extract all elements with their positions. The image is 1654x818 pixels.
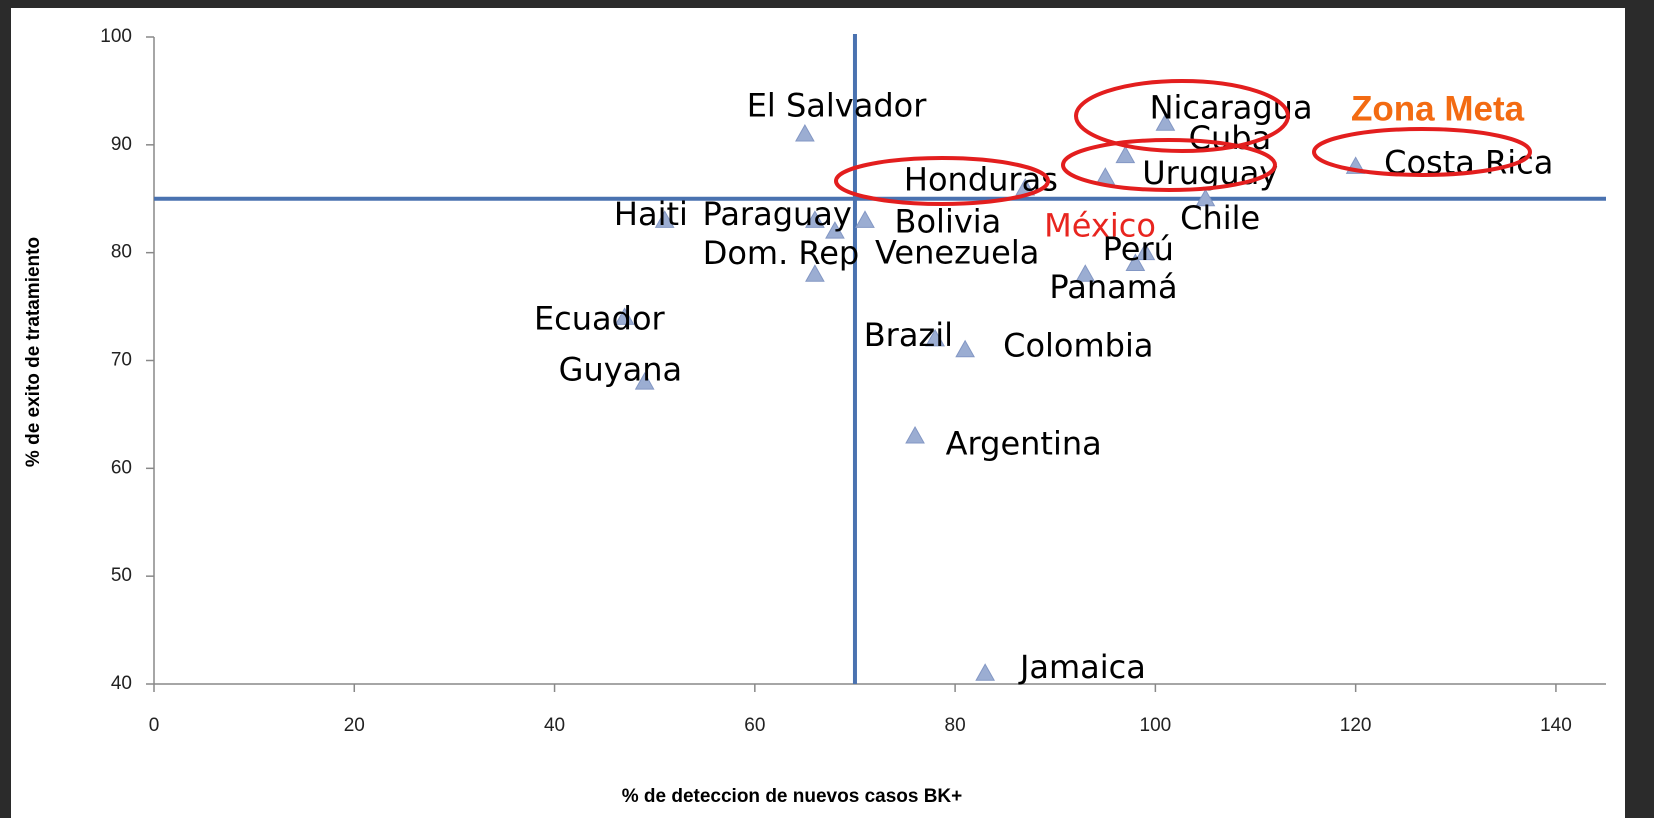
x-axis-label: % de deteccion de nuevos casos BK+ [622, 786, 963, 807]
marks: 40 50 60 70 80 90 100 0 20 40 60 80 100 120 140 El Salv… [100, 26, 1606, 736]
point-label: Venezuela [875, 233, 1039, 271]
x-tick-label: 100 [1140, 715, 1172, 736]
x-tick-label: 40 [544, 715, 565, 736]
x-tick-label: 80 [945, 715, 966, 736]
point-label: Jamaica [1018, 648, 1146, 686]
y-tick-label: 90 [111, 134, 132, 155]
point [855, 210, 875, 228]
point [795, 124, 815, 142]
plot-background [11, 8, 1625, 818]
point-label: Argentina [946, 424, 1102, 462]
point [1135, 242, 1156, 261]
point [805, 210, 825, 228]
point [1125, 253, 1146, 271]
point-label: Ecuador [534, 300, 666, 338]
y-tick-label: 70 [111, 350, 132, 371]
annotation: Zona Meta [1351, 89, 1525, 128]
x-tick-label: 20 [344, 715, 365, 736]
y-tick-label: 50 [111, 565, 132, 586]
highlight-ellipse [1061, 138, 1277, 192]
point-label: Guyana [559, 351, 683, 389]
point [955, 339, 975, 358]
point [614, 307, 635, 325]
x-tick-label: 0 [149, 715, 160, 736]
point-label: El Salvador [747, 87, 928, 125]
point-label: Haiti [614, 195, 688, 233]
y-tick-label: 60 [111, 457, 132, 478]
highlight-ellipse [1312, 127, 1532, 177]
point [805, 264, 825, 282]
highlight-ellipse [1074, 79, 1290, 153]
x-tick-label: 120 [1340, 715, 1372, 736]
point-label: Chile [1180, 199, 1260, 237]
point-label: Perú [1103, 230, 1174, 268]
point-label: Dom. Rep [703, 234, 860, 272]
y-axis-label: % de exito de tratamiento [23, 237, 44, 467]
point [1115, 145, 1136, 164]
point [925, 328, 945, 347]
highlight-ellipse [834, 156, 1050, 206]
highlight-ellipses [834, 79, 1532, 206]
point-label: Brazil [864, 316, 953, 354]
point [1075, 264, 1096, 282]
point [975, 663, 995, 681]
y-tick-label: 40 [111, 673, 132, 694]
point-label: Paraguay [702, 195, 851, 233]
point [1155, 113, 1176, 131]
x-tick-label: 140 [1540, 715, 1572, 736]
point-label: Bolivia [895, 202, 1002, 240]
point [654, 210, 675, 228]
point-label: Panamá [1049, 268, 1177, 306]
point [634, 372, 655, 390]
point-label: Colombia [1003, 327, 1153, 365]
x-tick-label: 60 [744, 715, 765, 736]
point [905, 425, 925, 444]
point-label: México [1044, 206, 1156, 244]
point [825, 221, 845, 239]
y-tick-label: 100 [100, 26, 132, 47]
y-tick-label: 80 [111, 242, 132, 263]
point [1195, 188, 1216, 207]
point-label: Uruguay [1142, 154, 1278, 192]
